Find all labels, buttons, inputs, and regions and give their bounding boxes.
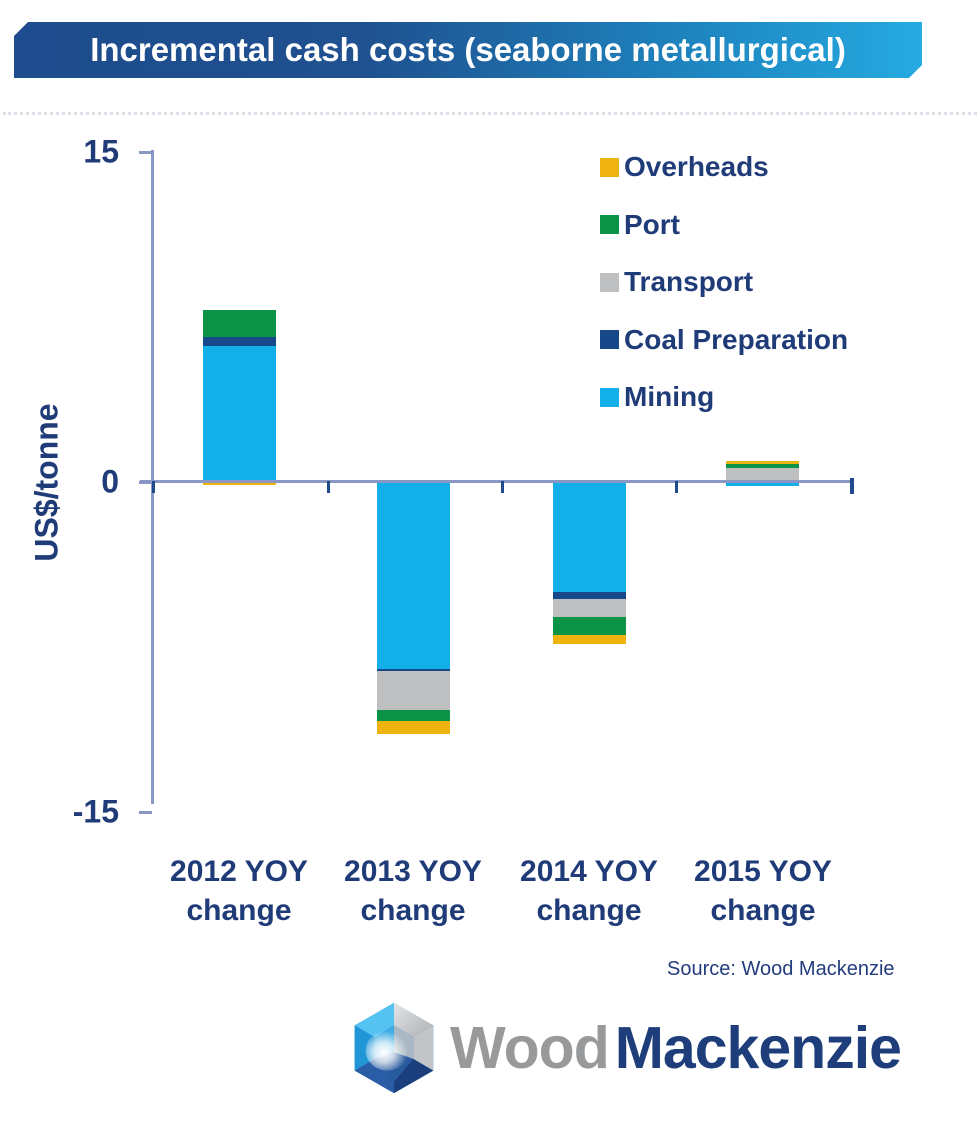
bar-segment-mining xyxy=(553,482,626,592)
bar-segment-port xyxy=(553,617,626,635)
legend-swatch xyxy=(600,330,619,349)
x-category-line2: change xyxy=(360,894,466,927)
bar-segment-overheads xyxy=(726,461,799,465)
legend-label: Mining xyxy=(624,381,715,412)
legend-item: Mining xyxy=(600,382,714,412)
legend-swatch xyxy=(600,272,619,292)
legend-item: Coal Preparation xyxy=(600,325,848,355)
legend-label: Transport xyxy=(624,266,754,297)
x-tick-mark xyxy=(152,481,155,493)
y-axis-line xyxy=(151,150,154,804)
bar-segment-coal-preparation xyxy=(553,592,626,599)
bar-segment-mining xyxy=(377,482,450,669)
bar-segment-overheads xyxy=(553,634,626,644)
legend-label: Port xyxy=(624,208,680,240)
logo-word-wood: Wood xyxy=(450,1014,610,1081)
title-banner: Incremental cash costs (seaborne metallu… xyxy=(14,22,922,78)
x-tick-mark xyxy=(675,481,678,493)
bar-segment-transport xyxy=(726,467,799,482)
x-category-line1: 2012 YOY xyxy=(170,855,308,888)
legend-swatch xyxy=(600,215,619,234)
bar-segment-port xyxy=(377,709,450,721)
source-note: Source: Wood Mackenzie xyxy=(667,958,895,980)
logo-word-mackenzie: Mackenzie xyxy=(614,1014,902,1081)
legend-swatch xyxy=(600,387,619,407)
bar-segment-transport xyxy=(553,598,626,618)
x-category-line1: 2014 YOY xyxy=(520,855,658,888)
x-category-label: 2013 YOY change xyxy=(323,852,503,930)
wood-mackenzie-logo: Wood Mackenzie xyxy=(352,1000,902,1095)
legend-label: Overheads xyxy=(624,151,769,182)
y-tick-mark xyxy=(139,811,152,814)
x-category-label: 2014 YOY change xyxy=(499,852,679,930)
x-tick-mark xyxy=(327,481,330,493)
bar-segment-overheads xyxy=(377,720,450,734)
y-tick-label: -15 xyxy=(72,793,119,830)
y-tick-mark xyxy=(139,481,152,484)
bar-segment-overheads xyxy=(203,482,276,486)
x-tick-mark xyxy=(501,481,504,493)
bar-segment-coal-preparation xyxy=(377,669,450,672)
x-category-line2: change xyxy=(186,894,292,927)
y-tick-label: 0 xyxy=(101,463,119,500)
top-dotted-divider xyxy=(3,112,977,115)
x-axis-line xyxy=(140,480,850,483)
x-category-line2: change xyxy=(710,894,816,927)
x-category-label: 2012 YOY change xyxy=(149,852,329,930)
x-category-label: 2015 YOY change xyxy=(673,852,853,930)
bar-segment-transport xyxy=(377,671,450,710)
bar-segment-mining xyxy=(203,345,276,482)
legend-label: Coal Preparation xyxy=(624,323,849,355)
bar-segment-port xyxy=(726,464,799,468)
x-category-line1: 2015 YOY xyxy=(694,855,832,888)
bar-segment-port xyxy=(203,310,276,337)
bar-segment-coal-preparation xyxy=(203,336,276,346)
wood-mackenzie-gem-icon xyxy=(354,1002,434,1093)
legend-item: Overheads xyxy=(600,152,769,182)
x-category-line1: 2013 YOY xyxy=(344,855,482,888)
x-category-line2: change xyxy=(536,894,642,927)
y-tick-label: 15 xyxy=(83,133,119,170)
legend-item: Transport xyxy=(600,267,753,297)
legend-swatch xyxy=(600,157,619,177)
legend-item: Port xyxy=(600,210,680,240)
bar-segment-mining xyxy=(726,482,799,487)
y-tick-mark xyxy=(139,151,152,154)
chart-title: Incremental cash costs (seaborne metallu… xyxy=(90,31,846,68)
x-axis-end-tick xyxy=(850,478,854,494)
